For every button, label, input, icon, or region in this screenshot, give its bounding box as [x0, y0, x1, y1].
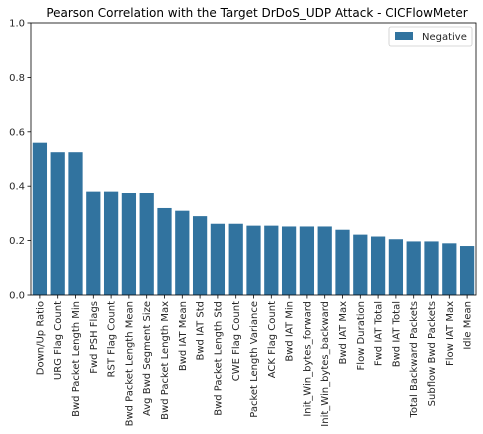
bar-20 — [388, 239, 404, 295]
bar-2 — [68, 152, 83, 295]
x-tick-label: Fwd PSH Flags — [89, 301, 100, 374]
legend-box — [388, 26, 473, 47]
bar-7 — [157, 207, 172, 295]
bar-18 — [353, 234, 368, 295]
x-tick-label: Flow Duration — [356, 301, 367, 370]
bar-5 — [121, 193, 137, 295]
bar-10 — [210, 223, 226, 295]
x-tick-label: ACK Flag Count — [267, 301, 278, 378]
x-tick-label: Idle Mean — [463, 301, 474, 350]
bar-8 — [175, 210, 190, 295]
legend: Negative — [388, 26, 473, 47]
bar-1 — [50, 152, 65, 295]
bar-21 — [406, 241, 421, 295]
bar-0 — [32, 142, 48, 295]
x-tick-label: Bwd IAT Max — [338, 301, 349, 365]
x-tick-label: Bwd IAT Mean — [178, 301, 189, 371]
x-tick-label: Packet Length Variance — [249, 301, 260, 418]
y-tick-label: 0.4 — [9, 182, 25, 193]
plot-frame — [30, 22, 477, 296]
legend-label: Negative — [422, 32, 467, 43]
bar-14 — [281, 226, 297, 295]
x-tick-label: Total Backward Packets — [409, 301, 420, 419]
bar-22 — [424, 241, 439, 295]
x-tick-label: Avg Bwd Segment Size — [142, 301, 153, 416]
bar-19 — [370, 236, 386, 295]
x-tick-label: Bwd Packet Length Min — [71, 301, 82, 417]
y-tick-label: 0.2 — [9, 236, 25, 247]
bar-9 — [192, 216, 208, 295]
y-tick-label: 1.0 — [9, 19, 25, 30]
x-tick-label: Down/Up Ratio — [35, 301, 46, 375]
bar-17 — [335, 229, 350, 295]
y-tick-label: 0.8 — [9, 73, 25, 84]
bar-11 — [228, 223, 243, 295]
x-tick-label: Fwd IAT Total — [374, 301, 385, 366]
x-tick-label: URG Flag Count — [53, 301, 64, 380]
bar-4 — [103, 191, 119, 295]
x-tick-label: Bwd Packet Length Max — [160, 301, 171, 420]
y-axis-ticks: 0.0 0.2 0.4 0.6 0.8 1.0 — [9, 19, 31, 302]
x-tick-label: Bwd IAT Min — [285, 301, 296, 362]
bar-13 — [264, 225, 279, 295]
bars-group — [32, 142, 475, 295]
x-tick-label: Subflow Bwd Packets — [427, 301, 438, 406]
y-tick-label: 0.6 — [9, 127, 25, 138]
y-tick-label: 0.0 — [9, 291, 25, 302]
bar-12 — [246, 225, 261, 295]
bar-23 — [442, 243, 457, 295]
x-axis-ticks: Down/Up Ratio URG Flag Count Bwd Packet Le… — [35, 295, 474, 427]
x-tick-label: Init_Win_bytes_backward — [320, 301, 331, 427]
bar-16 — [317, 226, 332, 295]
x-tick-label: RST Flag Count — [107, 301, 118, 378]
x-tick-label: Bwd IAT Total — [391, 301, 402, 367]
bar-24 — [459, 246, 475, 295]
x-tick-label: Init_Win_bytes_forward — [302, 301, 313, 417]
x-tick-label: Flow IAT Max — [445, 301, 456, 366]
x-tick-label: CWE Flag Count — [231, 301, 242, 381]
chart-title: Pearson Correlation with the Target DrDo… — [46, 6, 467, 20]
bar-6 — [139, 193, 154, 295]
legend-swatch — [395, 32, 413, 40]
x-tick-label: Bwd IAT Std — [196, 301, 207, 360]
bar-15 — [299, 226, 315, 295]
bar-3 — [86, 191, 101, 295]
x-tick-label: Bwd Packet Length Std — [213, 301, 224, 416]
x-tick-label: Bwd Packet Length Mean — [124, 301, 135, 426]
